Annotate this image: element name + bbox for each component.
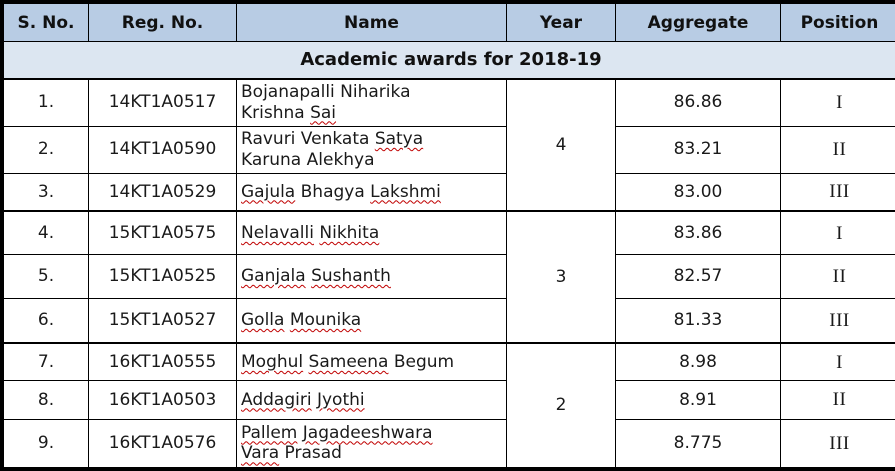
position-cell: I xyxy=(780,77,895,127)
aggregate-cell: 81.33 xyxy=(615,297,781,344)
name-text: Krishna xyxy=(241,102,311,123)
position-cell: I xyxy=(780,342,895,382)
aggregate-cell: 83.00 xyxy=(615,172,781,212)
misspelled-word: Golla xyxy=(241,310,285,331)
reg-no-cell: 15KT1A0527 xyxy=(88,297,237,344)
column-header-aggregate: Aggregate xyxy=(615,3,781,42)
sno-cell: 8. xyxy=(3,380,89,420)
table-body: 1. 14KT1A0517 Bojanapalli Niharika Krishna … xyxy=(3,77,895,469)
misspelled-word: Moghul xyxy=(241,351,304,372)
year-cell: 4 xyxy=(506,77,616,212)
table-row: 8. 16KT1A0503 Addagiri Jyothi 8.91 II xyxy=(3,380,895,420)
reg-no-cell: 15KT1A0525 xyxy=(88,254,237,299)
table-row: 7. 16KT1A0555 Moghul Sameena Begum 2 8.98 I xyxy=(3,342,895,469)
table-row: 6. 15KT1A0527 Golla Mounika 81.33 III xyxy=(3,297,895,344)
section-title: Academic awards for 2018-19 xyxy=(3,40,895,80)
table-row: 1. 14KT1A0517 Bojanapalli Niharika Krishna … xyxy=(3,77,895,212)
misspelled-word: Sushanth xyxy=(311,266,391,286)
reg-no-cell: 16KT1A0576 xyxy=(88,418,237,469)
sno-cell: 9. xyxy=(3,418,89,469)
misspelled-word: Sai xyxy=(310,102,337,123)
sno-cell: 4. xyxy=(3,210,89,256)
aggregate-cell: 8.775 xyxy=(615,418,781,469)
reg-no-cell: 14KT1A0529 xyxy=(88,172,237,212)
name-cell: Ravuri Venkata Satya Karuna Alekhya xyxy=(236,125,507,174)
position-cell: III xyxy=(780,418,895,469)
misspelled-word: Nelavalli xyxy=(241,222,314,243)
position-cell: II xyxy=(780,380,895,420)
column-header-reg-no: Reg. No. xyxy=(88,3,237,42)
misspelled-word: Jagadeeshwara xyxy=(302,422,433,443)
position-cell: I xyxy=(780,210,895,256)
sno-cell: 7. xyxy=(3,342,89,382)
table-row: 2. 14KT1A0590 Ravuri Venkata Satya Karuna A… xyxy=(3,125,895,174)
name-cell: Pallem Jagadeeshwara Vara Prasad xyxy=(236,418,507,469)
column-header-year: Year xyxy=(506,3,616,42)
aggregate-cell: 83.21 xyxy=(615,125,781,174)
column-header-name: Name xyxy=(236,3,507,42)
table-row: 4. 15KT1A0575 Nelavalli Nikhita 3 83.86 I xyxy=(3,210,895,344)
misspelled-word: Pallem xyxy=(241,422,298,443)
awards-table: S. No. Reg. No. Name Year Aggregate Posi… xyxy=(3,3,895,469)
misspelled-word: Gajula xyxy=(241,181,296,202)
reg-no-cell: 16KT1A0555 xyxy=(88,342,237,382)
aggregate-cell: 8.91 xyxy=(615,380,781,420)
year-cell: 2 xyxy=(506,342,616,469)
position-cell: II xyxy=(780,254,895,299)
name-text: Karuna Alekhya xyxy=(241,149,375,170)
name-cell: Golla Mounika xyxy=(236,297,507,344)
reg-no-cell: 14KT1A0590 xyxy=(88,125,237,174)
header-row: S. No. Reg. No. Name Year Aggregate Posi… xyxy=(3,3,895,42)
column-header-sno: S. No. xyxy=(3,3,89,42)
misspelled-word: Satya xyxy=(374,128,424,149)
name-text: Bhagya xyxy=(295,181,371,202)
aggregate-cell: 8.98 xyxy=(615,342,781,382)
misspelled-word: Vara xyxy=(241,443,280,464)
section-title-row: Academic awards for 2018-19 xyxy=(3,40,895,80)
name-cell: Ganjala Sushanth xyxy=(236,254,507,299)
sno-cell: 3. xyxy=(3,172,89,212)
misspelled-word: Addagiri xyxy=(241,389,312,410)
name-text: Prasad xyxy=(279,443,342,464)
reg-no-cell: 14KT1A0517 xyxy=(88,77,237,127)
table-row: 3. 14KT1A0529 Gajula Bhagya Lakshmi 83.00 II… xyxy=(3,172,895,212)
name-cell: Addagiri Jyothi xyxy=(236,380,507,420)
sno-cell: 1. xyxy=(3,77,89,127)
misspelled-word: Lakshmi xyxy=(370,181,441,202)
table-row: 5. 15KT1A0525 Ganjala Sushanth 82.57 II xyxy=(3,254,895,299)
sno-cell: 5. xyxy=(3,254,89,299)
name-cell: Moghul Sameena Begum xyxy=(236,342,507,382)
name-cell: Gajula Bhagya Lakshmi xyxy=(236,172,507,212)
name-text: Ravuri Venkata xyxy=(241,128,375,149)
column-header-position: Position xyxy=(780,3,895,42)
aggregate-cell: 82.57 xyxy=(615,254,781,299)
aggregate-cell: 83.86 xyxy=(615,210,781,256)
position-cell: II xyxy=(780,125,895,174)
name-cell: Nelavalli Nikhita xyxy=(236,210,507,256)
aggregate-cell: 86.86 xyxy=(615,77,781,127)
year-cell: 3 xyxy=(506,210,616,344)
reg-no-cell: 15KT1A0575 xyxy=(88,210,237,256)
position-cell: III xyxy=(780,297,895,344)
misspelled-word: Ganjala xyxy=(241,266,306,286)
name-text: Bojanapalli Niharika xyxy=(241,81,411,102)
misspelled-word: Mounika xyxy=(289,310,362,331)
sno-cell: 2. xyxy=(3,125,89,174)
misspelled-word: Nikhita xyxy=(319,222,380,243)
misspelled-word: Jyothi xyxy=(316,389,365,410)
name-cell: Bojanapalli Niharika Krishna Sai xyxy=(236,77,507,127)
sno-cell: 6. xyxy=(3,297,89,344)
reg-no-cell: 16KT1A0503 xyxy=(88,380,237,420)
position-cell: III xyxy=(780,172,895,212)
table-row: 9. 16KT1A0576 Pallem Jagadeeshwara Vara Pra… xyxy=(3,418,895,469)
name-text: Begum xyxy=(388,351,455,372)
misspelled-word: Sameena xyxy=(308,351,389,372)
